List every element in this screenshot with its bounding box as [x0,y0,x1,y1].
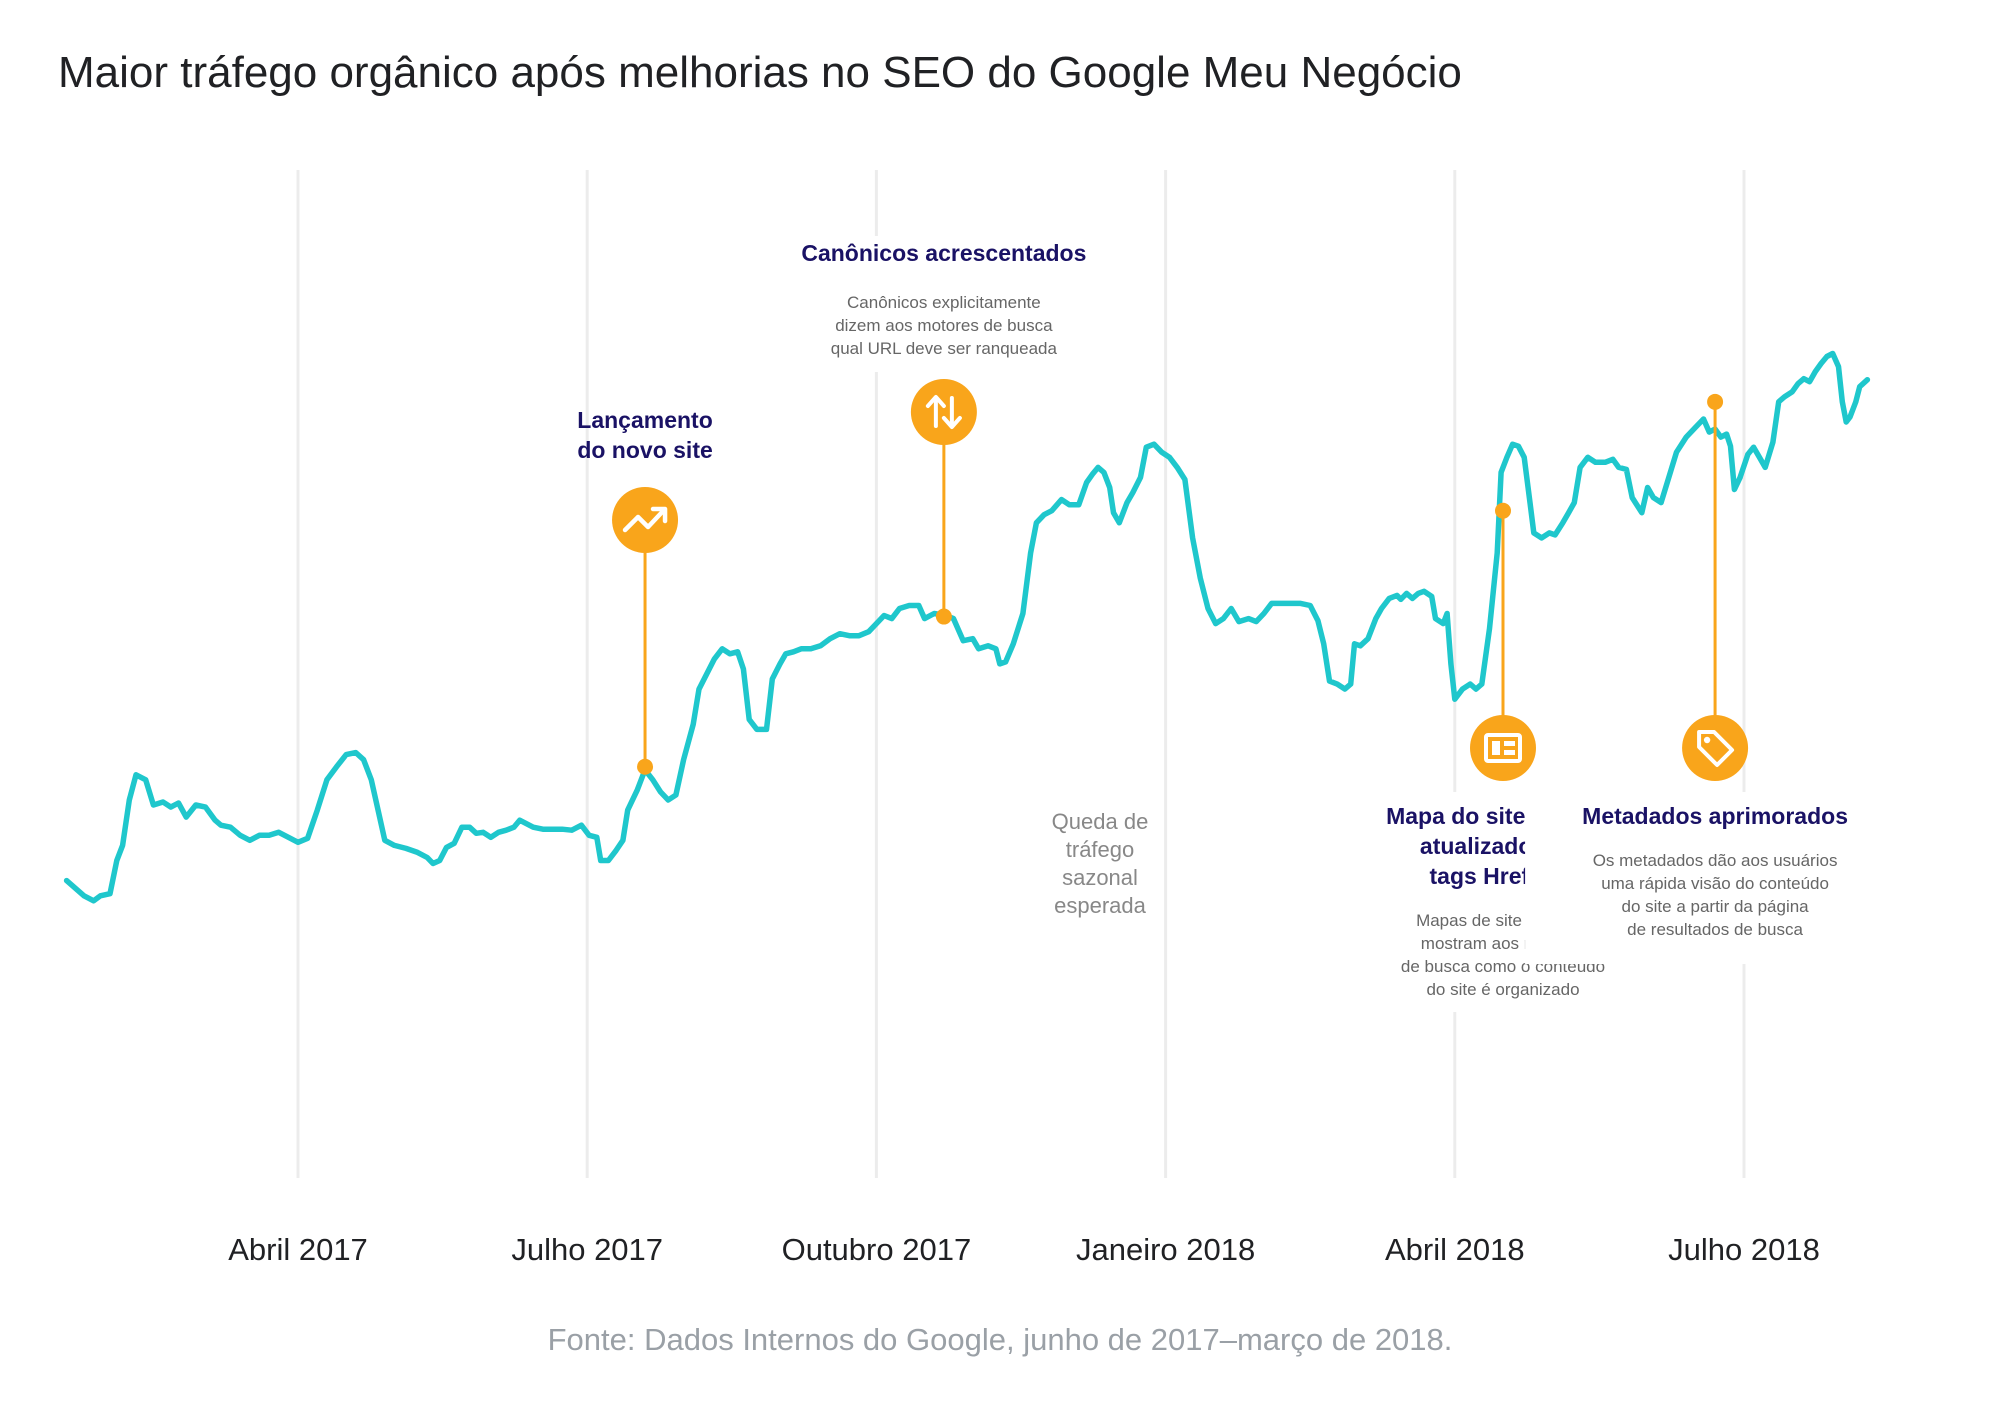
note-queda: Queda de tráfego sazonal esperada [1052,809,1149,918]
x-tick-label: Abril 2018 [1385,1232,1525,1267]
note-line: tráfego [1066,837,1135,862]
annotation-description: Canônicos explicitamente [847,293,1041,312]
annotations: Lançamento do novo site Canônicos acrescen… [577,236,1906,1012]
label-backdrop [1525,792,1906,964]
annotation-marker [637,758,654,775]
x-tick-label: Julho 2018 [1668,1232,1820,1267]
notes: Queda de tráfego sazonal esperada [1052,809,1149,918]
annotation-marker [935,608,952,625]
annotation-description: do site é organizado [1426,980,1579,999]
annotation-marker [1707,393,1724,410]
annotation-heading: do novo site [577,437,712,463]
annotation-icon-badge [1682,715,1749,781]
annotation-description: Os metadados dão aos usuários [1593,851,1838,870]
x-tick-label: Janeiro 2018 [1076,1232,1255,1267]
annotation-heading: Metadados aprimorados [1582,803,1848,829]
sitemap-icon [1484,733,1522,763]
annotation-description: de resultados de busca [1627,920,1803,939]
annotation-description: dizem aos motores de busca [835,316,1053,335]
series-layer [63,350,1871,904]
x-tick-label: Abril 2017 [228,1232,368,1267]
x-tick-label: Julho 2017 [511,1232,663,1267]
annotation-heading: Lançamento [577,407,712,433]
annotation-canonicos: Canônicos acrescentados Canônicos explici… [753,236,1134,625]
annotation-lancamento: Lançamento do novo site [577,407,713,775]
chart-title: Maior tráfego orgânico após melhorias no… [58,48,1462,97]
annotation-metadados: Metadados aprimorados Os metadados dão ao… [1525,393,1906,964]
tag-icon [1697,730,1735,767]
swap-vertical-icon [925,395,962,429]
annotation-icon-badge [612,487,679,553]
annotation-heading: Canônicos acrescentados [801,240,1086,266]
annotation-description: do site a partir da página [1622,897,1810,916]
note-line: Queda de [1052,809,1149,834]
annotation-description: qual URL deve ser ranqueada [831,339,1058,358]
source-note: Fonte: Dados Internos do Google, junho d… [547,1322,1453,1357]
label-backdrop [753,236,1134,372]
annotation-description: uma rápida visão do conteúdo [1601,874,1829,893]
note-line: esperada [1054,893,1147,918]
x-axis-ticks: Abril 2017 Julho 2017 Outubro 2017 Janeiro … [228,1232,1820,1267]
annotation-icon-badge [1470,715,1536,781]
trending-up-icon [622,506,668,533]
note-line: sazonal [1062,865,1138,890]
x-tick-label: Outubro 2017 [782,1232,972,1267]
annotation-icon-badge [910,379,977,445]
annotation-marker [1495,502,1511,519]
series-line [63,350,1871,904]
